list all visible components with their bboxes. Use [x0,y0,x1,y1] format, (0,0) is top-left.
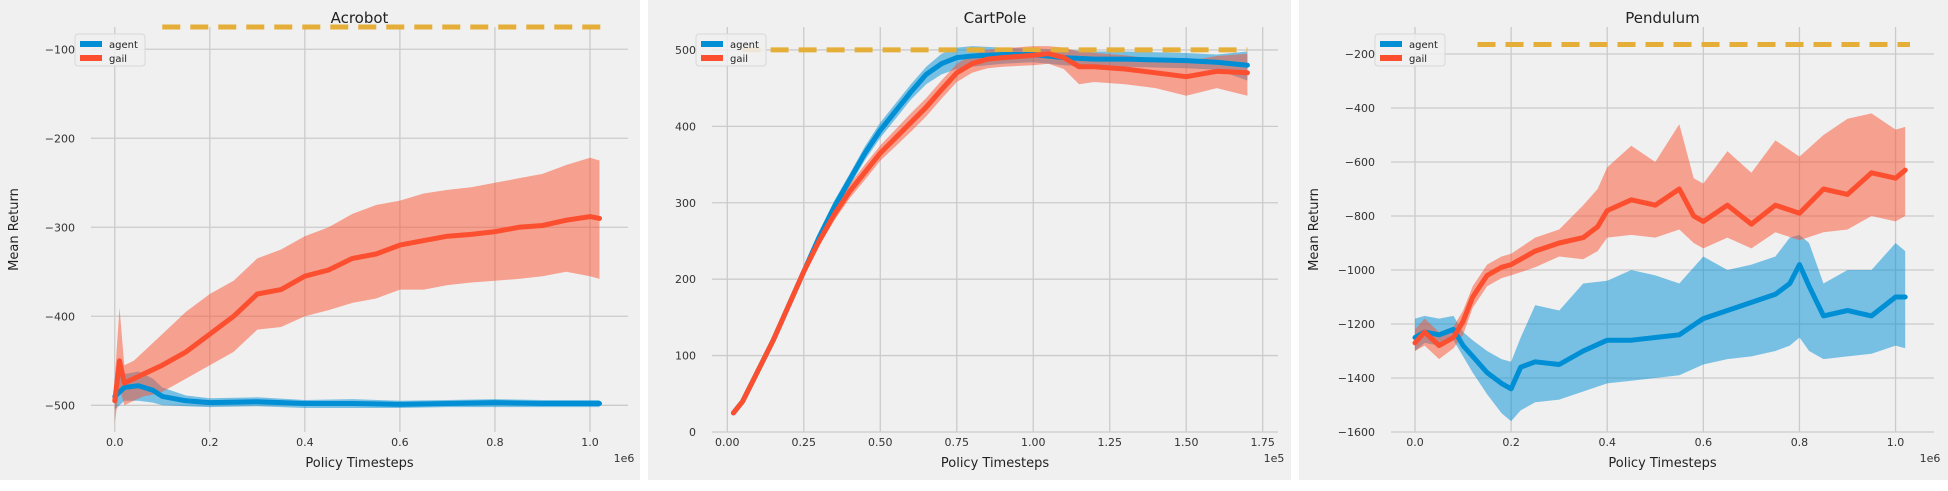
pendulum-x-tick-label: 0.0 [1406,436,1424,449]
acrobot-y-tick-label: −300 [45,221,75,234]
cartpole-x-tick-label: 0.75 [945,436,970,449]
cartpole-y-tick-label: 500 [675,44,696,57]
chart-cartpole: 0.00 0.25 0.50 0.75 1.00 1.25 1.50 1.75 0 100 200 3… [675,9,1285,471]
cartpole-x-tick-label: 0.00 [715,436,740,449]
acrobot-x-tick-label: 0.0 [106,436,124,449]
pendulum-agent-band [1415,234,1906,422]
pendulum-y-tick-label: −200 [1345,48,1375,61]
acrobot-x-tick-label: 1.0 [581,436,599,449]
pendulum-y-tick-label: −1000 [1338,264,1375,277]
cartpole-x-scale-label: 1e5 [1264,452,1285,465]
acrobot-legend-label-gail: gail [109,54,127,65]
cartpole-agent-line [730,52,1250,416]
pendulum-y-tick-label: −1200 [1338,318,1375,331]
chart-acrobot: 0.0 0.2 0.4 0.6 0.8 1.0 −500 −400 −300 −200 −100 Ac… [7,9,635,471]
cartpole-y-tick-label: 0 [689,426,696,439]
acrobot-y-tick-label: −100 [45,43,75,56]
pendulum-x-tick-label: 0.8 [1791,436,1809,449]
pendulum-y-tick-label: −800 [1345,210,1375,223]
pendulum-gail-band [1415,113,1906,360]
pendulum-gail-line [1412,167,1908,349]
pendulum-x-tick-label: 0.2 [1502,436,1520,449]
acrobot-title: Acrobot [331,9,389,27]
acrobot-gail-band [114,157,600,424]
chart-panel-cartpole: 0.00 0.25 0.50 0.75 1.00 1.25 1.50 1.75 0 100 200 3… [648,0,1291,480]
cartpole-x-tick-label: 1.75 [1250,436,1275,449]
cartpole-x-tick-label: 1.00 [1021,436,1046,449]
pendulum-x-tick-label: 0.6 [1695,436,1713,449]
acrobot-y-tick-label: −200 [45,132,75,145]
cartpole-x-tick-label: 1.25 [1097,436,1122,449]
acrobot-x-tick-label: 0.6 [391,436,409,449]
chart-pendulum: 0.0 0.2 0.4 0.6 0.8 1.0 −1600 −1400 −1200 −1000 −8… [1307,9,1941,471]
pendulum-y-tick-label: −400 [1345,102,1375,115]
chart-panel-acrobot: 0.0 0.2 0.4 0.6 0.8 1.0 −500 −400 −300 −200 −100 Ac… [0,0,640,480]
acrobot-x-tick-label: 0.4 [296,436,314,449]
cartpole-agent-band [733,46,1248,415]
pendulum-y-tick-label: −1600 [1338,426,1375,439]
cartpole-legend-label-agent: agent [730,40,759,51]
cartpole-legend-label-gail: gail [730,54,748,65]
cartpole-y-tick-label: 400 [675,120,696,133]
acrobot-y-axis-label: Mean Return [7,188,22,271]
acrobot-x-tick-label: 0.8 [486,436,504,449]
acrobot-y-tick-label: −500 [45,399,75,412]
acrobot-agent-line [112,383,602,407]
acrobot-legend-label-agent: agent [109,40,138,51]
pendulum-legend-label-agent: agent [1409,40,1438,51]
acrobot-x-tick-label: 0.2 [201,436,219,449]
cartpole-y-tick-label: 100 [675,350,696,363]
cartpole-gail-band [733,46,1248,415]
pendulum-legend-label-gail: gail [1409,54,1427,65]
acrobot-y-tick-label: −400 [45,310,75,323]
pendulum-x-axis-label: Policy Timesteps [1608,456,1716,471]
pendulum-y-tick-label: −600 [1345,156,1375,169]
cartpole-gail-line [730,51,1250,416]
pendulum-y-tick-label: −1400 [1338,372,1375,385]
cartpole-x-tick-label: 1.50 [1174,436,1199,449]
pendulum-x-tick-label: 0.4 [1598,436,1616,449]
chart-panel-pendulum: 0.0 0.2 0.4 0.6 0.8 1.0 −1600 −1400 −1200 −1000 −8… [1299,0,1948,480]
pendulum-x-tick-label: 1.0 [1887,436,1905,449]
cartpole-x-axis-label: Policy Timesteps [941,456,1049,471]
pendulum-y-axis-label: Mean Return [1307,188,1322,271]
cartpole-y-tick-label: 200 [675,273,696,286]
cartpole-title: CartPole [964,9,1027,27]
pendulum-x-scale-label: 1e6 [1920,452,1941,465]
acrobot-gail-line [112,214,602,404]
acrobot-x-axis-label: Policy Timesteps [305,456,413,471]
acrobot-x-scale-label: 1e6 [614,452,635,465]
pendulum-agent-line [1412,262,1908,392]
cartpole-x-tick-label: 0.25 [792,436,817,449]
pendulum-title: Pendulum [1625,9,1700,27]
cartpole-x-tick-label: 0.50 [868,436,893,449]
cartpole-y-tick-label: 300 [675,197,696,210]
